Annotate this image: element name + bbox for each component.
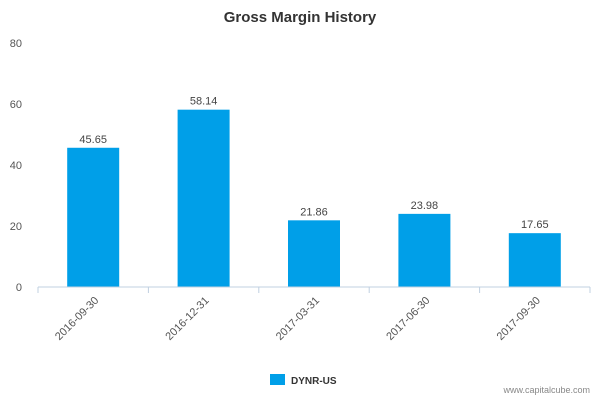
data-label: 45.65 — [79, 134, 107, 146]
legend[interactable]: DYNR-US — [270, 374, 337, 387]
legend-label: DYNR-US — [291, 376, 337, 387]
x-tick-label: 2017-09-30 — [495, 295, 543, 343]
x-axis: 2016-09-30 2016-12-31 2017-03-31 2017-06-30… — [37, 286, 591, 343]
data-label: 23.98 — [411, 200, 439, 212]
data-label: 21.86 — [300, 206, 328, 218]
bar[interactable] — [288, 220, 340, 287]
data-labels-group: 45.65 58.14 21.86 23.98 17.65 — [79, 96, 548, 231]
legend-swatch — [270, 374, 285, 385]
data-label: 58.14 — [190, 96, 218, 108]
x-tick-label: 2016-09-30 — [53, 295, 101, 343]
y-tick-label: 20 — [10, 221, 22, 233]
y-tick-label: 40 — [10, 160, 22, 172]
data-label: 17.65 — [521, 219, 549, 231]
y-axis: 0 20 40 60 80 — [10, 38, 22, 294]
y-tick-label: 80 — [10, 38, 22, 50]
chart-title: Gross Margin History — [224, 9, 377, 26]
bar[interactable] — [508, 233, 561, 287]
x-tick-label: 2017-06-30 — [384, 295, 432, 343]
x-tick-label: 2016-12-31 — [163, 295, 211, 343]
credit-text: www.capitalcube.com — [502, 385, 590, 395]
bar[interactable] — [67, 147, 120, 287]
bars-group — [67, 109, 561, 287]
y-tick-label: 0 — [16, 282, 22, 294]
x-tick-label: 2017-03-31 — [274, 295, 322, 343]
y-tick-label: 60 — [10, 99, 22, 111]
bar[interactable] — [177, 109, 230, 287]
bar[interactable] — [398, 213, 451, 287]
